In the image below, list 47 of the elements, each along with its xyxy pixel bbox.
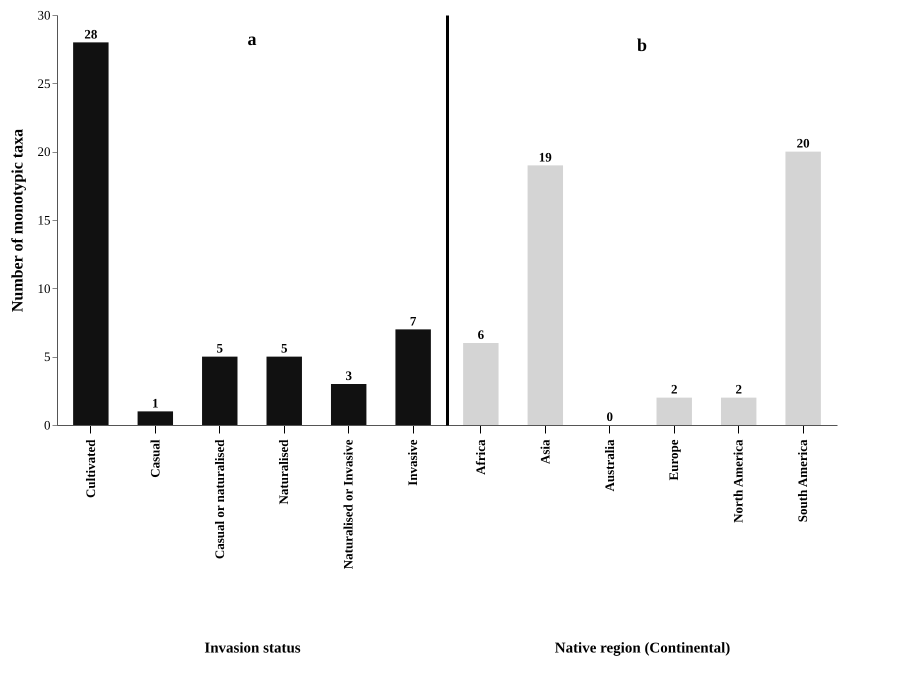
x-tick-label: Cultivated — [82, 438, 98, 498]
x-tick-label: South America — [795, 439, 810, 522]
data-label: 6 — [478, 327, 485, 342]
bar — [656, 398, 692, 425]
x-tick-label: Casual — [147, 439, 162, 478]
x-tick-label: Australia — [602, 439, 617, 492]
x-axis-title: Native region (Continental) — [554, 640, 730, 656]
bar — [785, 152, 821, 425]
x-axis-title: Invasion status — [204, 640, 301, 656]
bar — [463, 343, 499, 425]
y-tick-label: 5 — [44, 349, 50, 364]
data-label: 3 — [345, 368, 352, 383]
x-tick-label: Invasive — [405, 439, 420, 486]
y-axis-title: Number of monotypic taxa — [10, 128, 26, 312]
bar — [395, 329, 431, 425]
data-label: 2 — [735, 382, 742, 397]
bar — [202, 356, 238, 425]
data-label: 5 — [280, 340, 288, 356]
y-tick-label: 20 — [38, 144, 50, 160]
x-tick-label: North America — [730, 439, 746, 523]
data-label: 19 — [538, 149, 552, 164]
bar — [720, 398, 756, 425]
data-label: 20 — [796, 136, 810, 151]
data-label: 28 — [84, 26, 98, 42]
x-tick-label: Asia — [537, 439, 552, 464]
x-tick-label: Casual or naturalised — [212, 438, 227, 560]
y-tick-label: 15 — [38, 212, 50, 228]
data-label: 1 — [152, 395, 159, 410]
bar — [138, 411, 174, 425]
bar — [266, 356, 302, 425]
data-label: 2 — [670, 382, 678, 397]
data-label: 5 — [216, 340, 224, 356]
data-label: 7 — [410, 313, 417, 328]
x-tick-label: Europe — [666, 439, 682, 480]
bar — [330, 384, 366, 425]
data-label: 0 — [606, 409, 614, 424]
bar — [528, 165, 564, 425]
y-tick-label: 10 — [38, 280, 50, 296]
x-tick-label: Africa — [472, 439, 488, 475]
x-tick-label: Naturalised — [276, 438, 292, 504]
y-tick-label: 0 — [44, 418, 50, 432]
y-tick-label: 30 — [38, 8, 50, 22]
y-tick-label: 25 — [38, 76, 50, 91]
x-tick-label: Naturalised or Invasive — [340, 439, 356, 570]
text: a — [248, 29, 256, 49]
text: b — [636, 35, 648, 55]
bar — [73, 42, 109, 425]
